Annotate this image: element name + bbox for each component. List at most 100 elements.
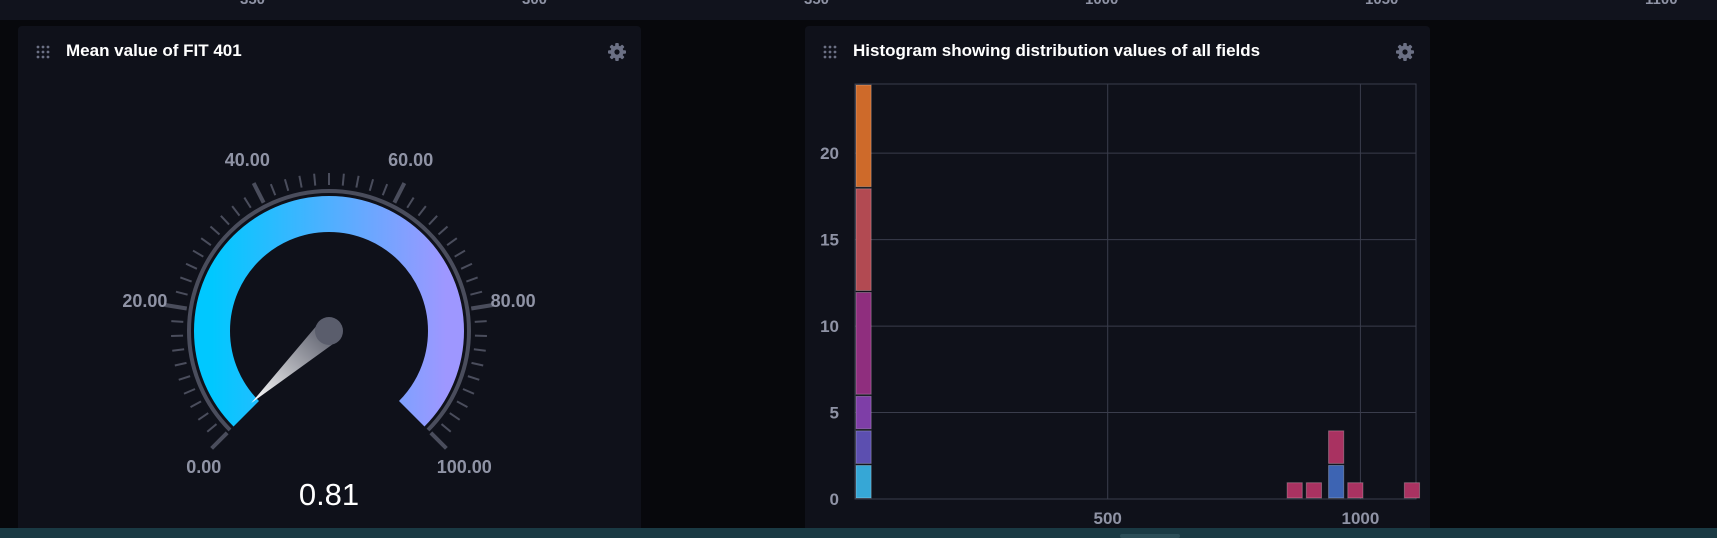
gauge-minor-tick xyxy=(355,175,360,188)
gauge-minor-tick xyxy=(470,290,483,296)
scroll-handle[interactable] xyxy=(1120,534,1180,538)
histogram-bar[interactable] xyxy=(855,395,872,430)
y-tick-label: 0 xyxy=(830,490,839,509)
gear-icon[interactable] xyxy=(1395,42,1415,62)
gauge-chart: 0.00 20.00 40.00 60.00 80.00 100.00 0.81 xyxy=(122,150,535,512)
gauge-tick-label: 100.00 xyxy=(437,457,492,477)
drag-handle-icon[interactable] xyxy=(823,45,837,59)
x-tick-label: 1000 xyxy=(1341,509,1379,528)
top-axis-tick: 1050 xyxy=(1365,0,1398,8)
histogram-bar[interactable] xyxy=(855,292,872,395)
gauge-minor-tick xyxy=(437,225,449,236)
histogram-panel-title: Histogram showing distribution values of… xyxy=(853,41,1261,60)
histogram-grid xyxy=(854,83,1417,500)
gauge-minor-tick xyxy=(209,225,221,236)
gauge-minor-tick xyxy=(283,178,290,192)
y-tick-label: 20 xyxy=(820,144,839,163)
gauge-minor-tick xyxy=(172,348,185,352)
gear-icon[interactable] xyxy=(607,42,627,62)
gauge-tick-label: 0.00 xyxy=(186,457,221,477)
gauge-needle xyxy=(251,321,338,404)
histogram-bar[interactable] xyxy=(855,84,872,188)
gauge-major-tick xyxy=(251,182,266,204)
gauge-minor-tick xyxy=(462,388,475,395)
gauge-minor-tick xyxy=(449,412,461,421)
gauge-minor-tick xyxy=(456,400,468,408)
gauge-minor-tick xyxy=(171,320,184,323)
gauge-minor-tick xyxy=(298,175,303,188)
gauge-value: 0.81 xyxy=(299,477,359,512)
gauge-minor-tick xyxy=(231,205,241,217)
y-tick-label: 5 xyxy=(830,404,839,423)
bottom-scroll-strip xyxy=(0,528,1717,538)
gauge-minor-tick xyxy=(313,173,317,186)
histogram-bar[interactable] xyxy=(1347,482,1364,499)
histogram-bar[interactable] xyxy=(855,430,872,464)
gauge-minor-tick xyxy=(175,290,188,296)
gauge-minor-tick xyxy=(406,197,415,209)
histogram-bar[interactable] xyxy=(1305,482,1323,499)
gauge-tick-label: 20.00 xyxy=(122,291,167,311)
histogram-y-ticks: 0 5 10 15 20 xyxy=(820,144,839,509)
gauge-minor-tick xyxy=(197,412,209,421)
histogram-panel-header: Histogram showing distribution values of… xyxy=(805,26,1430,76)
y-tick-label: 15 xyxy=(820,231,839,250)
gauge-minor-tick xyxy=(467,375,480,381)
gauge-major-tick xyxy=(429,431,448,450)
gauge-tick-marks xyxy=(164,173,494,450)
gauge-minor-tick xyxy=(440,423,452,433)
top-axis-tick: 300 xyxy=(522,0,547,8)
drag-handle-icon[interactable] xyxy=(36,45,50,59)
gauge-major-tick xyxy=(210,431,229,450)
gauge-panel-header: Mean value of FIT 401 xyxy=(18,26,641,76)
gauge-panel: Mean value of FIT 401 xyxy=(18,26,641,538)
x-tick-label: 500 xyxy=(1094,509,1122,528)
gauge-minor-tick xyxy=(454,249,466,258)
histogram-x-ticks: 500 1000 xyxy=(1094,509,1380,528)
gauge-arc xyxy=(194,196,464,427)
gauge-major-tick xyxy=(164,303,188,311)
gauge-minor-tick xyxy=(428,215,438,226)
gauge-minor-tick xyxy=(192,249,204,258)
gauge-panel-title: Mean value of FIT 401 xyxy=(66,41,242,60)
histogram-bar[interactable] xyxy=(855,464,872,499)
gauge-minor-tick xyxy=(200,237,212,246)
gauge-major-tick xyxy=(392,182,407,204)
gauge-minor-tick xyxy=(190,400,202,408)
gauge-minor-tick xyxy=(460,262,473,270)
gauge-minor-tick xyxy=(341,173,345,186)
gauge-minor-tick xyxy=(466,276,478,283)
histogram-bar[interactable] xyxy=(1286,482,1303,499)
gauge-minor-tick xyxy=(243,197,252,209)
gauge-minor-tick xyxy=(474,320,487,323)
gauge-outer-ring xyxy=(187,189,471,432)
gauge-minor-tick xyxy=(269,183,277,196)
gauge-tick-label: 60.00 xyxy=(388,150,433,170)
top-axis-tick: 1000 xyxy=(1085,0,1118,8)
gauge-tick-label: 40.00 xyxy=(225,150,270,170)
gauge-minor-tick xyxy=(446,237,458,246)
histogram-bar[interactable] xyxy=(1328,430,1345,464)
gauge-major-tick xyxy=(470,303,494,311)
gauge-minor-tick xyxy=(471,361,484,367)
gauge-minor-tick xyxy=(178,375,191,381)
top-axis-tick: 1100 xyxy=(1645,0,1678,8)
gauge-minor-tick xyxy=(220,215,230,226)
y-tick-label: 10 xyxy=(820,317,839,336)
gauge-minor-tick xyxy=(185,262,198,270)
gauge-minor-tick xyxy=(180,276,192,283)
histogram-panel: Histogram showing distribution values of… xyxy=(805,26,1430,538)
histogram-bar[interactable] xyxy=(1403,482,1421,499)
gauge-tick-labels: 0.00 20.00 40.00 60.00 80.00 100.00 xyxy=(122,150,535,477)
histogram-bar[interactable] xyxy=(855,188,872,291)
gauge-minor-tick xyxy=(368,178,375,192)
histogram-chart: 0 5 10 15 20 500 1000 xyxy=(820,83,1421,528)
histogram-bar[interactable] xyxy=(1328,464,1345,499)
gauge-minor-tick xyxy=(417,205,427,217)
histogram-bars xyxy=(855,84,1421,499)
top-axis-tick: 350 xyxy=(804,0,829,8)
gauge-minor-tick xyxy=(473,348,486,352)
gauge-needle-hub xyxy=(315,317,343,345)
gauge-minor-tick xyxy=(206,423,218,433)
gauge-minor-tick xyxy=(381,183,389,196)
